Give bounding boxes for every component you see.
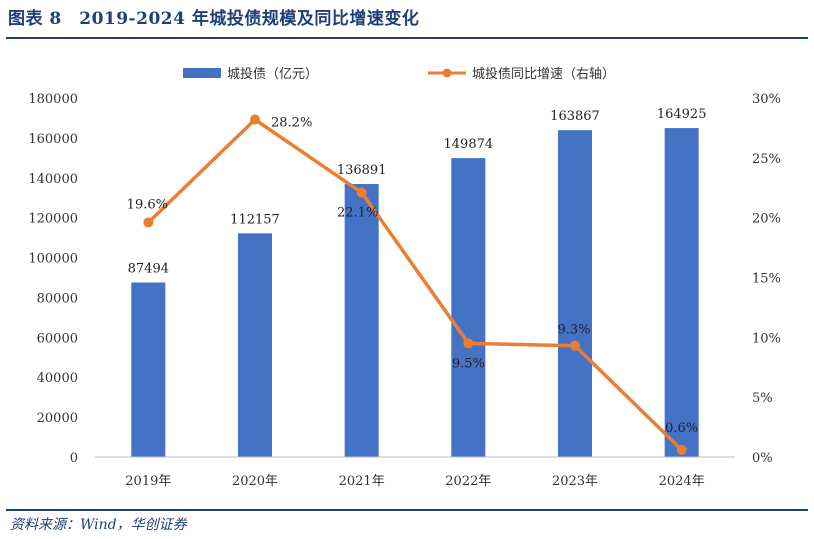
bar	[664, 128, 699, 457]
left-tick-label: 60000	[37, 331, 78, 346]
source-note: 资料来源：Wind，华创证券	[10, 517, 187, 533]
growth-value-label: 19.6%	[127, 197, 168, 212]
bar	[238, 233, 272, 457]
right-tick-label: 0%	[752, 451, 773, 466]
right-tick-label: 30%	[752, 92, 781, 107]
chart-title: 图表 8 2019-2024 年城投债规模及同比增速变化	[8, 9, 420, 29]
left-tick-label: 20000	[37, 411, 78, 426]
right-tick-label: 15%	[752, 272, 781, 287]
growth-value-label: 28.2%	[271, 116, 312, 131]
growth-point	[356, 187, 367, 198]
legend-line-label: 城投债同比增速（右轴）	[472, 66, 615, 82]
x-tick-label: 2024年	[659, 474, 705, 489]
x-tick-label: 2021年	[339, 474, 385, 489]
x-tick-label: 2020年	[232, 474, 278, 489]
bar-value-label: 149874	[444, 137, 494, 152]
right-tick-label: 5%	[752, 391, 773, 406]
legend-bar-swatch	[183, 68, 221, 78]
right-tick-label: 25%	[752, 152, 781, 167]
bar	[451, 158, 486, 457]
growth-value-label: 22.1%	[337, 206, 378, 221]
legend: 城投债（亿元） 城投债同比增速（右轴）	[183, 66, 615, 82]
left-tick-label: 120000	[28, 212, 78, 227]
left-tick-label: 80000	[37, 291, 78, 306]
legend-bar-label: 城投债（亿元）	[227, 66, 318, 82]
growth-point	[250, 114, 260, 125]
bar-value-label: 163867	[550, 109, 600, 124]
left-tick-label: 0	[70, 451, 78, 466]
bar-series: 87494 112157 136891 149874 163867 164925	[128, 107, 707, 457]
footer-divider	[6, 509, 808, 511]
x-tick-label: 2022年	[445, 474, 491, 489]
bar-value-label: 136891	[337, 163, 387, 178]
x-tick-label: 2023年	[552, 474, 598, 489]
growth-line	[147, 117, 683, 452]
growth-point	[143, 217, 154, 228]
left-tick-label: 140000	[28, 172, 78, 187]
left-tick-label: 160000	[28, 132, 78, 147]
bar	[558, 130, 592, 457]
left-tick-label: 100000	[28, 252, 78, 267]
bar	[344, 183, 379, 457]
bar-value-label: 112157	[230, 212, 280, 227]
growth-point	[570, 340, 580, 351]
right-tick-label: 20%	[752, 212, 781, 227]
bar-value-label: 87494	[128, 261, 169, 276]
right-tick-label: 10%	[752, 331, 781, 346]
title-divider	[6, 37, 808, 39]
bar	[131, 282, 166, 457]
growth-value-label: 9.5%	[452, 356, 485, 371]
left-axis: 0 20000 40000 60000 80000 100000 120000 140000 1…	[28, 92, 78, 466]
left-tick-label: 40000	[37, 371, 78, 386]
growth-value-label: 9.3%	[557, 323, 590, 338]
title-bar: 图表 8 2019-2024 年城投债规模及同比增速变化	[0, 0, 814, 36]
bar-value-label: 164925	[657, 107, 707, 122]
legend-line-marker	[442, 68, 452, 78]
growth-value-label: 0.6%	[665, 421, 698, 436]
growth-point	[463, 338, 474, 349]
growth-point	[676, 444, 687, 455]
line-series: 19.6% 28.2% 22.1% 9.5% 9.3% 0.6%	[127, 114, 698, 455]
right-axis: 0% 5% 10% 15% 20% 25% 30%	[752, 92, 781, 466]
chart: 城投债（亿元） 城投债同比增速（右轴） 0 20000 40000 60000 8000…	[28, 66, 781, 489]
x-axis: 2019年 2020年 2021年 2022年 2023年 2024年	[125, 474, 704, 489]
left-tick-label: 180000	[28, 92, 78, 107]
x-tick-label: 2019年	[125, 474, 171, 489]
